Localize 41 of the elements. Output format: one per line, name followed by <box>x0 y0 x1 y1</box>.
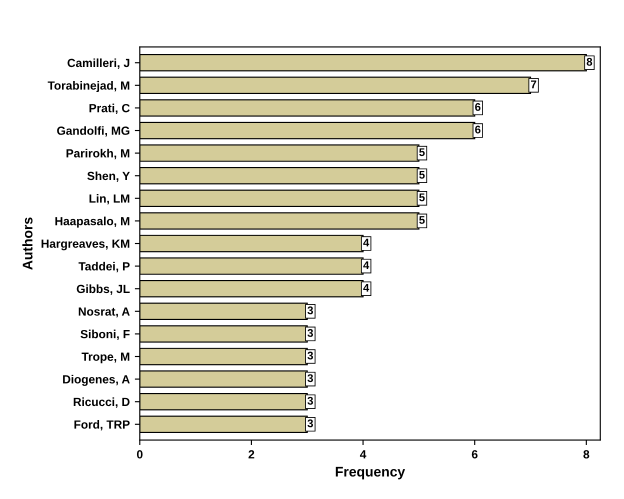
x-tick-label: 0 <box>136 450 143 459</box>
y-tick-label: Prati, C <box>90 104 130 114</box>
data-label: 4 <box>363 284 370 292</box>
y-axis-title: Authors <box>22 217 33 270</box>
y-tick-label: Camilleri, J <box>68 58 130 69</box>
x-tick-label: 6 <box>472 450 478 459</box>
y-tick-label: Ricucci, D <box>74 397 130 408</box>
data-label: 6 <box>475 126 480 134</box>
data-label: 7 <box>530 80 536 88</box>
y-tick-label: Haapasalo, M <box>55 216 130 228</box>
data-label: 5 <box>419 216 425 224</box>
y-tick-label: Gandolfi, MG <box>57 126 130 137</box>
y-tick-label: Nosrat, A <box>78 307 130 318</box>
data-label: 4 <box>363 238 370 246</box>
y-tick-label: Parirokh, M <box>66 148 130 160</box>
data-label: 3 <box>307 396 314 405</box>
x-tick-label: 8 <box>583 450 590 459</box>
data-label: 5 <box>419 170 425 179</box>
data-label: 5 <box>419 194 425 202</box>
x-tick-label: 2 <box>248 450 254 458</box>
data-label: 6 <box>475 103 480 111</box>
y-tick-label: Hargreaves, KM <box>42 240 130 250</box>
x-axis-title: Frequency <box>336 466 406 480</box>
data-label: 3 <box>307 419 314 428</box>
y-tick-label: Taddei, P <box>78 262 130 272</box>
y-tick-label: Trope, M <box>82 352 130 364</box>
y-tick-label: Torabinejad, M <box>48 81 130 92</box>
data-label: 3 <box>307 306 314 314</box>
data-label: 5 <box>419 148 425 156</box>
y-tick-label: Ford, TRP <box>74 420 130 430</box>
data-label: 3 <box>307 374 314 382</box>
y-tick-label: Diogenes, A <box>63 374 130 386</box>
y-tick-label: Shen, Y <box>87 171 130 182</box>
data-label: 8 <box>586 58 592 66</box>
data-label: 3 <box>307 329 314 337</box>
data-label: 4 <box>363 261 370 269</box>
x-tick-label: 4 <box>360 450 366 458</box>
data-label: 3 <box>307 352 314 360</box>
y-tick-label: Siboni, F <box>80 330 130 340</box>
y-tick-label: Gibbs, JL <box>76 284 130 295</box>
y-tick-label: Lin, LM <box>90 194 130 204</box>
